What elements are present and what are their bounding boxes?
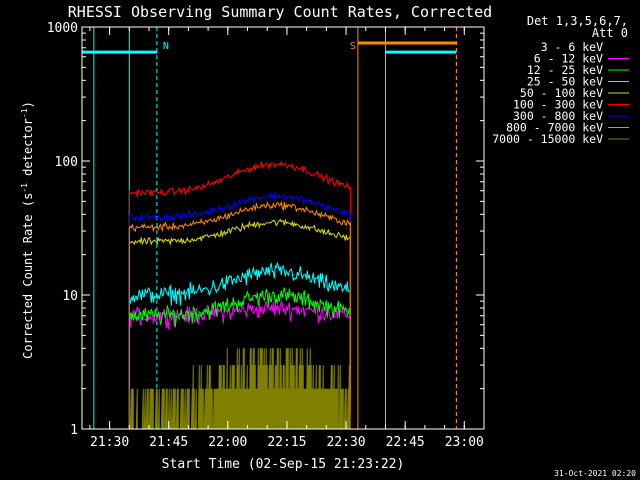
x-tick-label: 22:00	[208, 435, 247, 450]
y-tick-label: 1000	[47, 21, 78, 36]
legend-header-attenuator: Att 0	[592, 26, 628, 40]
annotation-s: S	[350, 41, 356, 52]
legend-label: 3 - 6 keV	[541, 40, 603, 54]
annotation-n: N	[163, 41, 169, 52]
timestamp: 31-Oct-2021 02:20	[554, 469, 636, 478]
series-line-8	[128, 200, 351, 430]
y-axis-label-end: )	[21, 101, 35, 108]
axes: 1 10 100 1000 21:30 21:45 22:00 22:15 22:30 22:45…	[47, 21, 485, 450]
legend-label: 800 - 7000 keV	[506, 121, 603, 135]
chart-title: RHESSI Observing Summary Count Rates, Co…	[68, 3, 492, 21]
y-tick-label: 1	[70, 423, 78, 438]
series-line-5	[128, 218, 351, 430]
x-tick-label: 22:30	[326, 435, 365, 450]
series-line-7	[128, 191, 351, 430]
series-line-3	[128, 287, 351, 430]
series-line-6	[128, 160, 351, 430]
x-tick-label: 22:15	[267, 435, 306, 450]
legend-label: 7000 - 15000 keV	[492, 132, 603, 146]
plot-frame	[81, 26, 485, 430]
y-tick-label: 10	[62, 289, 78, 304]
y-axis-label-mid: detector	[21, 118, 35, 183]
series-line-9	[128, 348, 351, 430]
series-line-1	[128, 264, 351, 430]
y-axis-label: Corrected Count Rate (s-1 detector-1)	[20, 101, 35, 359]
legend-label: 100 - 300 keV	[513, 98, 603, 112]
legend-label: 25 - 50 keV	[527, 75, 603, 89]
y-axis-label-sup2: -1	[20, 108, 29, 118]
legend-label: 300 - 800 keV	[513, 109, 603, 123]
y-axis-label-main: Corrected Count Rate (s	[21, 193, 35, 359]
x-tick-label: 21:45	[149, 435, 188, 450]
series-line-4	[128, 261, 351, 430]
x-axis-label: Start Time (02-Sep-15 21:23:22)	[162, 457, 405, 472]
legend-label: 50 - 100 keV	[520, 86, 603, 100]
x-tick-label: 23:00	[445, 435, 484, 450]
legend-label: 12 - 25 keV	[527, 63, 603, 77]
x-tick-label: 22:45	[386, 435, 425, 450]
y-tick-label: 100	[55, 155, 78, 170]
x-tick-label: 21:30	[90, 435, 129, 450]
plot-border	[81, 26, 485, 430]
y-axis-label-sup1: -1	[20, 183, 29, 193]
legend-header-detectors: Det 1,3,5,6,7,	[527, 14, 628, 28]
legend-label: 6 - 12 keV	[534, 52, 603, 66]
